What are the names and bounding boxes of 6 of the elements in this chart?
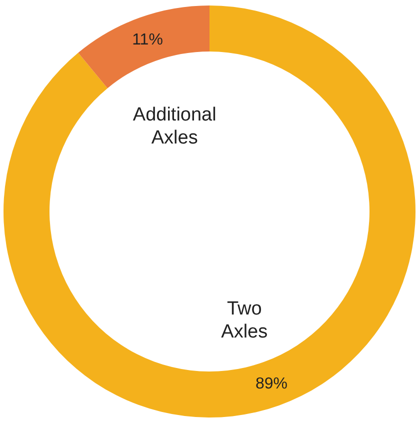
data-label: 11% (132, 31, 163, 48)
slice-label: Additional Axles (132, 104, 216, 149)
slice-label: Two Axles (221, 298, 268, 342)
donut-slice (78, 6, 210, 88)
data-label: 89% (255, 376, 288, 393)
donut-slice (4, 6, 416, 418)
